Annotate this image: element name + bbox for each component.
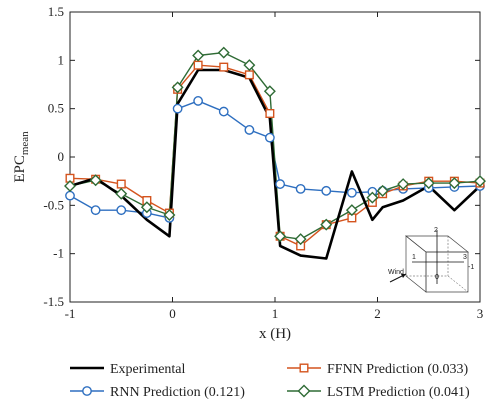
data-point xyxy=(320,218,333,231)
data-point xyxy=(172,103,183,114)
data-point xyxy=(193,60,203,70)
inset-diagram: 2 1 0 3-1 Wind xyxy=(388,222,474,300)
x-tick-label: 3 xyxy=(477,306,484,321)
plot-area: -1 0 1 2 3-1.5-1-0.500.511.5x (H)EPCmean2103… xyxy=(12,4,486,342)
legend-label: LSTM Prediction (0.041) xyxy=(327,385,470,400)
inset-axis-label: 0 xyxy=(435,274,439,281)
legend-entry-3: LSTM Prediction (0.041) xyxy=(287,384,470,400)
data-point xyxy=(89,174,102,187)
inset-axis-label: 1 xyxy=(412,254,416,261)
data-point xyxy=(321,185,332,196)
y-tick-label: -1.5 xyxy=(43,294,64,309)
x-tick-label: 1 xyxy=(272,306,279,321)
data-point xyxy=(295,183,306,194)
y-tick-label: -1 xyxy=(53,246,64,261)
data-point xyxy=(345,204,358,217)
y-tick-label: 1.5 xyxy=(48,4,64,19)
y-tick-label: -0.5 xyxy=(43,197,64,212)
y-tick-label: 1 xyxy=(58,52,65,67)
legend: Experimental FFNN Prediction (0.033) RNN P… xyxy=(70,362,470,400)
legend-entry-1: RNN Prediction (0.121) xyxy=(70,385,245,400)
legend-entry-0: Experimental xyxy=(70,362,186,377)
data-point xyxy=(294,233,307,246)
data-point xyxy=(163,209,176,221)
data-point xyxy=(244,125,255,135)
legend-label: RNN Prediction (0.121) xyxy=(110,385,245,400)
data-point xyxy=(65,190,75,201)
y-tick-label: 0.5 xyxy=(48,101,64,116)
y-axis-label-subscript: mean xyxy=(19,131,31,155)
data-point xyxy=(474,175,486,188)
x-tick-label: 2 xyxy=(374,306,381,321)
y-axis-label-main: EPC xyxy=(12,155,28,183)
data-point xyxy=(244,70,254,80)
inset-cube-hidden xyxy=(447,275,469,293)
y-tick-label: 0 xyxy=(58,149,65,164)
legend-swatch-marker xyxy=(82,386,92,396)
data-point xyxy=(116,205,127,216)
legend-entry-2: FFNN Prediction (0.033) xyxy=(287,362,469,377)
data-point xyxy=(217,46,230,59)
data-point xyxy=(193,96,204,106)
data-point xyxy=(397,178,410,191)
data-point xyxy=(64,180,76,192)
legend-label: Experimental xyxy=(110,362,186,377)
data-point xyxy=(376,184,389,197)
data-point xyxy=(265,108,275,118)
data-point xyxy=(275,179,286,189)
y-axis-label: EPCmean xyxy=(12,131,31,183)
data-point xyxy=(140,201,153,214)
x-axis-label: x (H) xyxy=(259,326,291,342)
x-tick-label: -1 xyxy=(65,306,76,321)
legend-swatch-marker xyxy=(299,363,309,373)
inset-background xyxy=(388,222,474,300)
data-point xyxy=(366,191,379,204)
data-point xyxy=(171,81,184,94)
data-point xyxy=(263,85,276,98)
data-point xyxy=(346,187,357,198)
wind-arrow-head xyxy=(401,274,406,278)
data-point xyxy=(264,132,275,143)
series-line-0 xyxy=(69,68,481,260)
data-point xyxy=(422,177,435,190)
data-point xyxy=(90,205,101,216)
data-point xyxy=(274,230,287,243)
data-point xyxy=(219,62,229,72)
data-point xyxy=(243,59,256,72)
x-tick-label: 0 xyxy=(169,306,176,321)
inset-axis-label: -1 xyxy=(468,264,474,271)
series-markers-3 xyxy=(64,46,486,246)
data-point xyxy=(192,49,205,62)
data-point xyxy=(448,177,461,190)
data-point xyxy=(218,106,229,117)
legend-swatch-marker xyxy=(297,384,311,398)
inset-wind-label: Wind xyxy=(388,269,404,276)
data-point xyxy=(115,187,128,200)
inset-axis-label: 2 xyxy=(434,227,438,234)
legend-label: FFNN Prediction (0.033) xyxy=(327,362,469,377)
data-point xyxy=(116,179,126,189)
inset-axis-label: 3 xyxy=(463,254,467,261)
